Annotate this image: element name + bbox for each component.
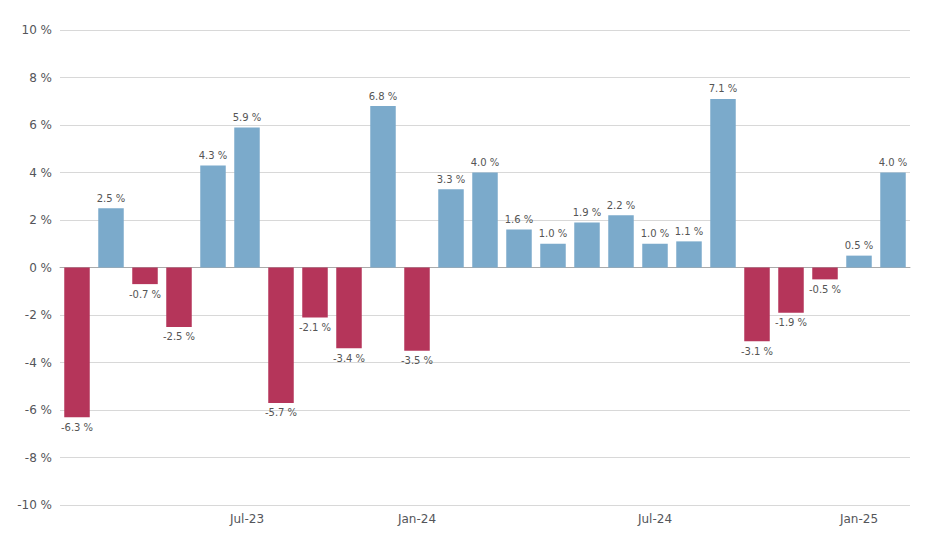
svg-text:1.9 %: 1.9 % (573, 207, 602, 218)
svg-text:4.0 %: 4.0 % (879, 157, 908, 168)
svg-text:-3.1 %: -3.1 % (741, 346, 773, 357)
svg-text:-2.5 %: -2.5 % (163, 331, 195, 342)
svg-text:-0.5 %: -0.5 % (809, 284, 841, 295)
svg-text:-2.1 %: -2.1 % (299, 322, 331, 333)
svg-text:-8 %: -8 % (25, 451, 52, 465)
svg-text:2.2 %: 2.2 % (607, 200, 636, 211)
svg-text:1.0 %: 1.0 % (539, 228, 568, 239)
svg-text:1.6 %: 1.6 % (505, 214, 534, 225)
svg-text:4.3 %: 4.3 % (199, 150, 228, 161)
svg-text:-6 %: -6 % (25, 403, 52, 417)
svg-text:0.5 %: 0.5 % (845, 240, 874, 251)
svg-text:6 %: 6 % (29, 118, 52, 132)
svg-text:8 %: 8 % (29, 71, 52, 85)
svg-text:6.8 %: 6.8 % (369, 91, 398, 102)
svg-text:-2 %: -2 % (25, 308, 52, 322)
svg-text:-4 %: -4 % (25, 356, 52, 370)
svg-text:1.1 %: 1.1 % (675, 226, 704, 237)
svg-text:-0.7 %: -0.7 % (129, 289, 161, 300)
svg-text:5.9 %: 5.9 % (233, 112, 262, 123)
svg-text:7.1 %: 7.1 % (709, 83, 738, 94)
svg-text:2 %: 2 % (29, 213, 52, 227)
svg-text:Jan-25: Jan-25 (839, 512, 878, 526)
svg-text:1.0 %: 1.0 % (641, 228, 670, 239)
svg-text:2.5 %: 2.5 % (97, 193, 126, 204)
svg-text:-1.9 %: -1.9 % (775, 317, 807, 328)
svg-text:Jul-24: Jul-24 (637, 512, 672, 526)
svg-text:4.0 %: 4.0 % (471, 157, 500, 168)
svg-text:3.3 %: 3.3 % (437, 174, 466, 185)
svg-text:-5.7 %: -5.7 % (265, 407, 297, 418)
svg-text:4 %: 4 % (29, 166, 52, 180)
svg-text:Jul-23: Jul-23 (229, 512, 264, 526)
svg-text:-3.5 %: -3.5 % (401, 355, 433, 366)
svg-text:Jan-24: Jan-24 (397, 512, 436, 526)
svg-text:-10 %: -10 % (17, 498, 52, 512)
svg-text:10 %: 10 % (22, 23, 53, 37)
svg-text:-3.4 %: -3.4 % (333, 353, 365, 364)
svg-text:-6.3 %: -6.3 % (61, 422, 93, 433)
svg-text:0 %: 0 % (29, 261, 52, 275)
